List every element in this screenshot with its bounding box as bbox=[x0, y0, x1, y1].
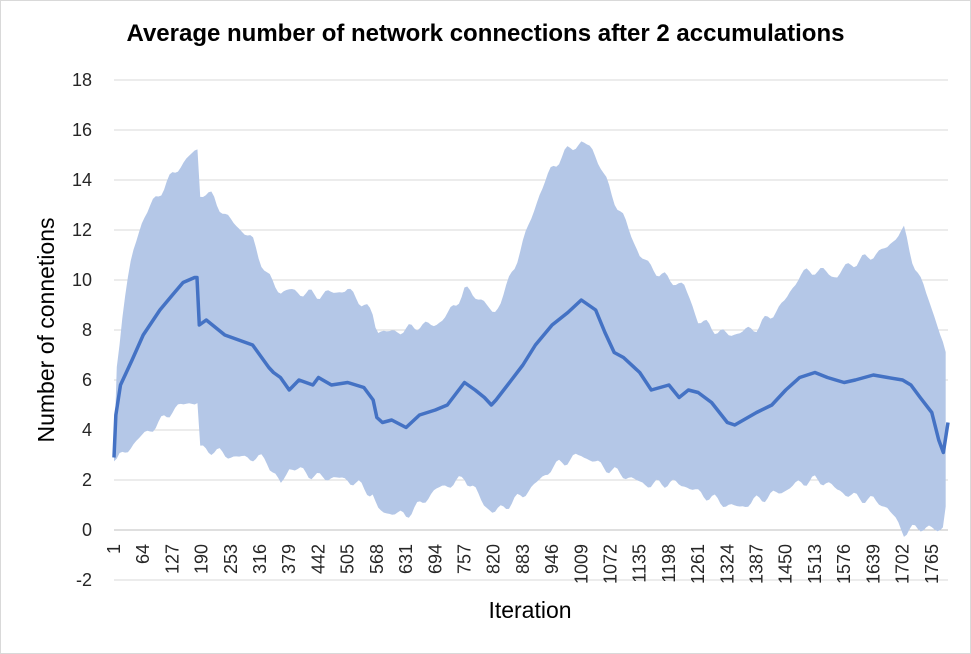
x-tick-label: 64 bbox=[133, 544, 153, 564]
x-tick-label: 1576 bbox=[834, 544, 854, 584]
y-tick-label: 4 bbox=[82, 420, 92, 440]
y-axis-ticks: -2 0 2 4 6 8 10 12 14 16 18 bbox=[72, 70, 92, 590]
x-tick-label: 316 bbox=[250, 544, 270, 574]
x-tick-label: 505 bbox=[338, 544, 358, 574]
x-tick-label: 1765 bbox=[922, 544, 942, 584]
y-tick-label: 8 bbox=[82, 320, 92, 340]
y-axis-title: Number of connetions bbox=[33, 217, 59, 442]
y-tick-label: 10 bbox=[72, 270, 92, 290]
x-tick-label: 1072 bbox=[601, 544, 621, 584]
x-tick-label: 442 bbox=[308, 544, 328, 574]
y-tick-label: 14 bbox=[72, 170, 92, 190]
x-tick-label: 190 bbox=[192, 544, 212, 574]
x-tick-label: 946 bbox=[542, 544, 562, 574]
x-tick-label: 883 bbox=[513, 544, 533, 574]
x-tick-label: 1198 bbox=[659, 544, 679, 583]
x-tick-label: 1702 bbox=[893, 544, 913, 584]
y-tick-label: 16 bbox=[72, 120, 92, 140]
x-tick-label: 1 bbox=[104, 544, 124, 554]
x-tick-label: 568 bbox=[367, 544, 387, 574]
mean-line bbox=[112, 275, 950, 458]
x-tick-label: 694 bbox=[425, 544, 445, 574]
y-tick-label: 0 bbox=[82, 520, 92, 540]
x-tick-label: 1324 bbox=[717, 544, 737, 584]
x-tick-label: 820 bbox=[484, 544, 504, 574]
x-tick-label: 757 bbox=[454, 544, 474, 574]
x-tick-label: 1639 bbox=[863, 544, 883, 584]
chart-title: Average number of network connections af… bbox=[126, 20, 845, 47]
x-tick-label: 1387 bbox=[747, 544, 767, 584]
x-axis-title: Iteration bbox=[488, 597, 571, 623]
x-tick-label: 631 bbox=[396, 544, 416, 574]
x-tick-label: 1135 bbox=[630, 544, 650, 583]
x-tick-label: 127 bbox=[162, 544, 182, 574]
range-band bbox=[114, 141, 946, 537]
y-tick-label: 18 bbox=[72, 70, 92, 90]
y-tick-label: -2 bbox=[76, 570, 92, 590]
x-tick-label: 1450 bbox=[776, 544, 796, 584]
band-area bbox=[114, 141, 946, 537]
x-tick-label: 379 bbox=[279, 544, 299, 574]
mean-line-path bbox=[112, 275, 950, 458]
x-axis-ticks: 1 64 127 190 253 316 379 442 505 568 631 694 757 820 8… bbox=[104, 544, 942, 584]
y-tick-label: 2 bbox=[82, 470, 92, 490]
y-tick-label: 6 bbox=[82, 370, 92, 390]
x-tick-label: 253 bbox=[221, 544, 241, 574]
x-tick-label: 1261 bbox=[688, 544, 708, 584]
x-tick-label: 1009 bbox=[571, 544, 591, 584]
x-tick-label: 1513 bbox=[805, 544, 825, 584]
y-tick-label: 12 bbox=[72, 220, 92, 240]
